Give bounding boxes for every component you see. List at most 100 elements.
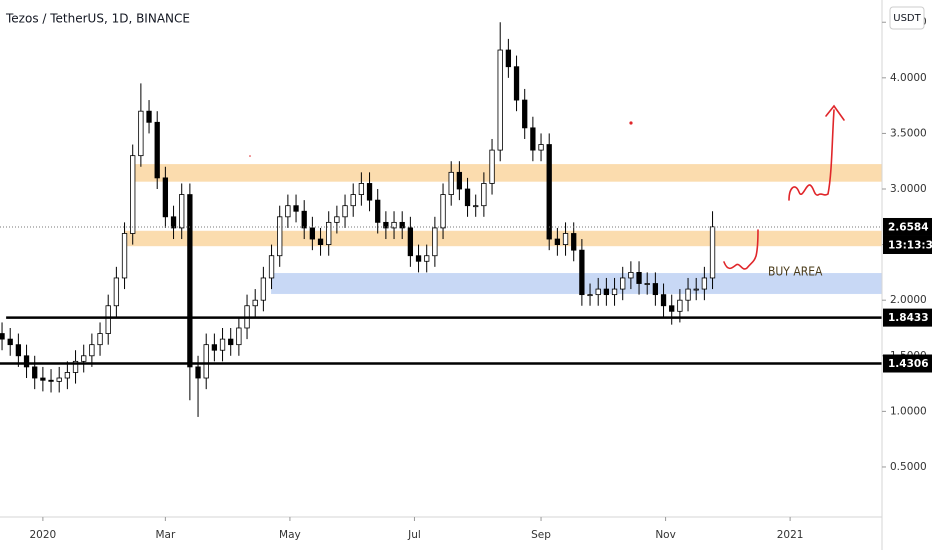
candle-body (97, 333, 103, 346)
candle-body (187, 194, 193, 368)
currency-button[interactable] (889, 6, 925, 30)
candle-body (375, 199, 381, 223)
candle-body (522, 99, 528, 129)
y-tick-label: 2.0000 (890, 294, 927, 306)
candle-body (366, 183, 373, 201)
currency-label: USDT (893, 13, 921, 24)
candle-body (603, 288, 610, 296)
candles (0, 22, 716, 417)
drawing-lower-wave (723, 229, 759, 270)
candle-body (0, 333, 5, 340)
candle-body (154, 121, 160, 179)
candle-body (391, 221, 397, 229)
candle-body (546, 144, 552, 240)
candle-body (669, 305, 675, 312)
candle-body (211, 344, 218, 351)
candle-body (285, 205, 291, 218)
drawing-arrow-head (825, 104, 845, 121)
drawing-dot (249, 155, 251, 157)
level-label: 1.8433 (888, 312, 929, 324)
levels (0, 226, 882, 365)
candle-body (595, 288, 601, 296)
y-tick-label: 1.0000 (890, 405, 927, 417)
candle-body (219, 338, 226, 351)
candle-body (179, 194, 185, 229)
candle-body (113, 277, 120, 307)
candle-body (489, 149, 495, 184)
x-tick-label: 2021 (777, 529, 804, 541)
candle-body (628, 271, 634, 279)
candle-body (170, 216, 177, 229)
candle-body (32, 366, 38, 379)
candle-body (497, 49, 503, 151)
candle-body (203, 344, 209, 379)
x-tick-label: Nov (655, 529, 676, 541)
zone (130, 164, 883, 182)
candle-body (693, 288, 699, 291)
countdown-label: 13:13:35 (888, 239, 932, 251)
candle-body (228, 338, 234, 346)
candle-body (611, 288, 618, 296)
drawings (629, 104, 845, 270)
candle-body (326, 221, 332, 246)
candle-body (293, 205, 299, 212)
x-tick-label: Jul (407, 529, 421, 541)
x-tick-label: Mar (155, 529, 175, 541)
candle-body (268, 255, 275, 279)
level-label-box (883, 354, 932, 373)
candle-body (277, 216, 283, 257)
candle-body (587, 294, 593, 297)
last-price-label-box (883, 217, 932, 236)
candle-body (301, 210, 307, 229)
candle-body (195, 366, 201, 379)
candle-body (701, 277, 708, 290)
candle-body (620, 277, 626, 290)
candle-body (7, 338, 13, 346)
candle-body (260, 277, 267, 301)
candle-body (538, 144, 544, 151)
level-label: 1.4306 (888, 358, 929, 370)
candle-body (579, 249, 585, 296)
candle-body (652, 283, 659, 296)
candle-body (130, 155, 136, 234)
candle-body (48, 379, 54, 382)
candle-body (317, 238, 324, 246)
candle-body (358, 183, 365, 195)
candle-body (105, 305, 111, 334)
candle-body (685, 288, 691, 301)
countdown-label-box (883, 235, 932, 254)
annotation: BUY AREA (768, 265, 823, 279)
candle-body (342, 205, 348, 218)
x-tick-label: Sep (531, 529, 551, 541)
x-tick-label: May (279, 529, 301, 541)
candle-body (571, 233, 577, 251)
x-tick-label: 2020 (30, 529, 57, 541)
candle-body (530, 127, 536, 151)
candle-body (464, 188, 471, 207)
level-label-box (883, 308, 932, 327)
candle-body (505, 49, 512, 68)
last-price-label: 2.6584 (888, 221, 929, 233)
candle-body (334, 216, 340, 223)
candle-body (383, 221, 389, 229)
y-tick-label: 4.0000 (890, 72, 927, 84)
candle-body (121, 233, 128, 279)
chart-title: Tezos / TetherUS, 1D, BINANCE (5, 12, 190, 26)
candle-body (473, 205, 479, 208)
drawing-dot (629, 121, 633, 125)
candle-body (432, 227, 438, 257)
candle-body (562, 233, 569, 246)
candle-body (56, 377, 62, 382)
candle-body (481, 183, 487, 207)
candle-body (660, 294, 667, 307)
candle-body (64, 372, 71, 379)
candle-body (309, 227, 316, 240)
candle-body (350, 194, 356, 207)
axis: 0.50001.00001.50002.00002.50003.00003.50… (30, 16, 932, 541)
candle-body (399, 221, 405, 229)
y-tick-label: 3.0000 (890, 183, 927, 195)
candle-body (89, 344, 95, 357)
candle-body (81, 355, 87, 362)
candle-body (424, 255, 430, 262)
candle-body (146, 110, 152, 123)
